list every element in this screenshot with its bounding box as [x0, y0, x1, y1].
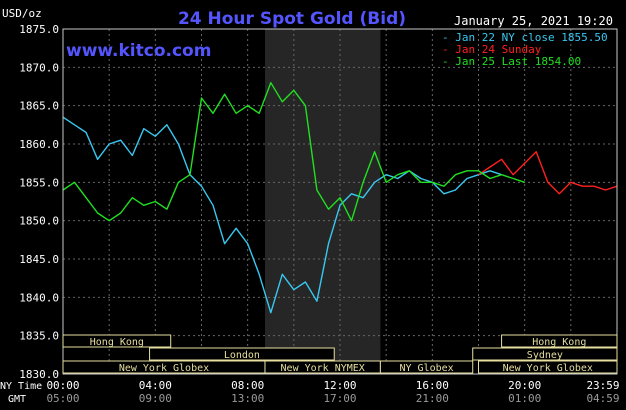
- gmt-time-tick: 05:00: [46, 392, 79, 405]
- ny-time-tick: 12:00: [323, 379, 356, 392]
- session-label: New York Globex: [119, 363, 209, 374]
- ny-time-tick: 20:00: [508, 379, 541, 392]
- session-label: Hong Kong: [90, 337, 144, 348]
- legend-entry: - Jan 24 Sunday: [442, 43, 542, 56]
- ny-time-tick: 08:00: [231, 379, 264, 392]
- session-bar: [472, 347, 618, 361]
- ny-time-tick: 04:00: [139, 379, 172, 392]
- unit-label: USD/oz: [2, 7, 42, 20]
- session-bar: [62, 334, 172, 348]
- gmt-label: GMT: [8, 394, 26, 405]
- y-tick-label: 1870.0: [19, 61, 59, 74]
- legend: - Jan 22 NY close 1855.50- Jan 24 Sunday…: [442, 31, 608, 68]
- y-axis-ticks: 1875.0 1870.0 1865.0 1860.0 1855.0 1850.0 1845…: [19, 23, 59, 381]
- price-series: [62, 82, 618, 314]
- gmt-time-tick: 09:00: [139, 392, 172, 405]
- y-tick-label: 1860.0: [19, 138, 59, 151]
- y-tick-label: 1850.0: [19, 215, 59, 228]
- series-line: [478, 151, 618, 195]
- y-tick-label: 1840.0: [19, 291, 59, 304]
- y-tick-label: 1865.0: [19, 100, 59, 113]
- chart-datetime: January 25, 2021 19:20: [454, 14, 613, 28]
- session-bar: [149, 347, 335, 361]
- session-bar: [501, 334, 618, 348]
- nymex-shaded-region: [264, 29, 381, 374]
- market-sessions: Hong Kong London New York Globex New York N…: [62, 334, 618, 374]
- session-label: New York NYMEX: [281, 363, 365, 374]
- session-bar: [379, 360, 474, 374]
- session-label: London: [224, 350, 260, 361]
- gmt-time-tick: 04:59: [586, 392, 619, 405]
- legend-entry: - Jan 22 NY close 1855.50: [442, 31, 608, 44]
- session-label: Hong Kong: [532, 337, 586, 348]
- y-tick-label: 1835.0: [19, 330, 59, 343]
- plot-frame: [62, 28, 618, 375]
- y-tick-label: 1845.0: [19, 253, 59, 266]
- y-tick-label: 1830.0: [19, 368, 59, 381]
- session-label: New York Globex: [503, 363, 593, 374]
- gmt-time-tick: 13:00: [231, 392, 264, 405]
- ny-time-tick: 23:59: [586, 379, 619, 392]
- session-label: NY Globex: [399, 363, 453, 374]
- chart-title: 24 Hour Spot Gold (Bid): [178, 9, 406, 29]
- session-bar: [478, 360, 618, 374]
- series-line: [62, 82, 525, 222]
- gmt-time-tick: 01:00: [508, 392, 541, 405]
- series-line: [62, 116, 502, 314]
- gmt-time-tick: 21:00: [416, 392, 449, 405]
- y-tick-label: 1855.0: [19, 176, 59, 189]
- watermark: www.kitco.com: [66, 41, 211, 61]
- ny-time-tick: 16:00: [416, 379, 449, 392]
- y-tick-label: 1875.0: [19, 23, 59, 36]
- session-label: Sydney: [527, 350, 563, 361]
- legend-entry: - Jan 25 Last 1854.00: [442, 55, 581, 68]
- x-axis-ticks: 00:00 04:00 08:00 12:00 16:00 20:00 23:59 05:00…: [46, 379, 619, 405]
- gmt-time-tick: 17:00: [323, 392, 356, 405]
- ny-time-tick: 00:00: [46, 379, 79, 392]
- ny-time-label: NY Time: [0, 381, 42, 392]
